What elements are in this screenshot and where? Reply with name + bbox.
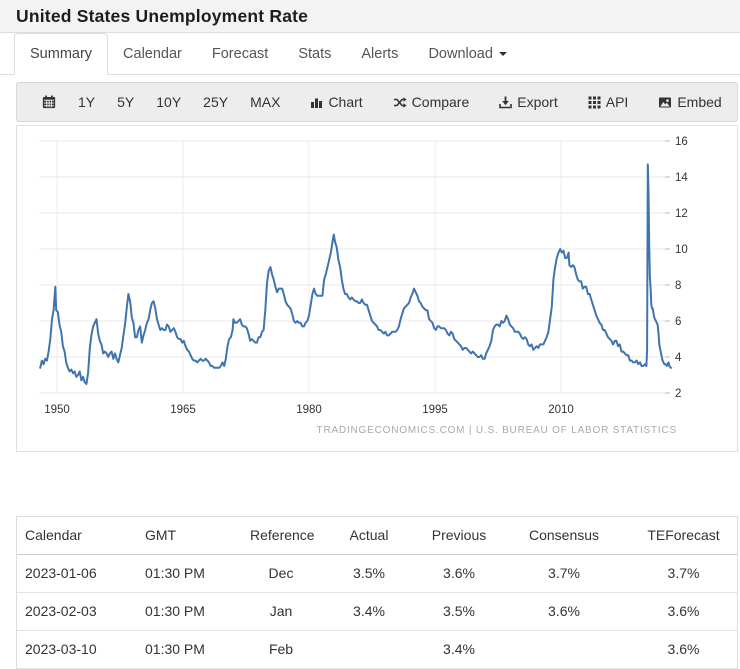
shuffle-icon xyxy=(393,96,407,108)
svg-text:2: 2 xyxy=(675,388,681,400)
export-label: Export xyxy=(517,94,558,110)
export-button[interactable]: Export xyxy=(488,94,568,110)
cell-consensus: 3.7% xyxy=(500,554,628,593)
grid-icon xyxy=(588,96,601,108)
tab-bar: Summary Calendar Forecast Stats Alerts D… xyxy=(0,33,740,75)
cell-actual: 3.5% xyxy=(320,554,418,593)
svg-text:1950: 1950 xyxy=(44,404,70,416)
cell-date: 2023-01-06 xyxy=(17,554,137,593)
api-button[interactable]: API xyxy=(577,94,640,110)
release-calendar-table: Calendar GMT Reference Actual Previous C… xyxy=(16,516,738,669)
cell-teforecast: 3.6% xyxy=(628,592,737,631)
range-10y-button[interactable]: 10Y xyxy=(156,94,182,110)
col-consensus: Consensus xyxy=(500,517,628,555)
col-previous: Previous xyxy=(418,517,500,555)
range-max-button[interactable]: MAX xyxy=(250,94,281,110)
cell-previous: 3.4% xyxy=(418,630,500,669)
tab-download[interactable]: Download xyxy=(413,33,522,74)
caret-down-icon xyxy=(498,51,507,56)
col-gmt: GMT xyxy=(137,517,242,555)
cell-gmt: 01:30 PM xyxy=(137,554,242,593)
range-5y-button[interactable]: 5Y xyxy=(117,94,135,110)
cell-previous: 3.5% xyxy=(418,592,500,631)
cell-gmt: 01:30 PM xyxy=(137,630,242,669)
range-25y-button[interactable]: 25Y xyxy=(203,94,229,110)
cell-consensus xyxy=(500,630,628,669)
svg-text:1965: 1965 xyxy=(170,404,196,416)
svg-text:6: 6 xyxy=(675,316,681,328)
table-row[interactable]: 2023-03-10 01:30 PM Feb 3.4% 3.6% xyxy=(17,630,737,669)
cell-actual xyxy=(320,630,418,669)
cell-teforecast: 3.6% xyxy=(628,630,737,669)
tab-forecast[interactable]: Forecast xyxy=(211,45,269,62)
svg-text:12: 12 xyxy=(675,208,688,220)
svg-text:16: 16 xyxy=(675,136,688,148)
table-header-row: Calendar GMT Reference Actual Previous C… xyxy=(17,517,737,555)
cell-consensus: 3.6% xyxy=(500,592,628,631)
unemployment-line-chart[interactable]: 2 4 6 8 10 12 14 16 1950 1965 1980 1995 2010 xyxy=(17,126,737,426)
col-calendar: Calendar xyxy=(17,517,137,555)
cell-reference: Dec xyxy=(242,554,320,593)
svg-text:8: 8 xyxy=(675,280,681,292)
col-actual: Actual xyxy=(320,517,418,555)
compare-button[interactable]: Compare xyxy=(382,94,481,110)
tab-calendar[interactable]: Calendar xyxy=(123,45,182,62)
compare-label: Compare xyxy=(411,94,470,110)
svg-text:4: 4 xyxy=(675,352,682,364)
cell-reference: Jan xyxy=(242,592,320,631)
table-row[interactable]: 2023-01-06 01:30 PM Dec 3.5% 3.6% 3.7% 3… xyxy=(17,554,737,593)
tab-download-label: Download xyxy=(428,45,493,62)
bar-chart-icon xyxy=(311,98,323,108)
table-row[interactable]: 2023-02-03 01:30 PM Jan 3.4% 3.5% 3.6% 3… xyxy=(17,592,737,631)
calendar-button[interactable] xyxy=(31,95,67,109)
chart-type-label: Chart xyxy=(328,94,363,110)
col-reference: Reference xyxy=(242,517,320,555)
col-teforecast: TEForecast xyxy=(628,517,737,555)
cell-date: 2023-03-10 xyxy=(17,630,137,669)
api-label: API xyxy=(605,94,629,110)
image-icon xyxy=(659,97,672,107)
cell-date: 2023-02-03 xyxy=(17,592,137,631)
chart-attribution: TRADINGECONOMICS.COM | U.S. BUREAU OF LA… xyxy=(316,425,677,436)
cell-actual: 3.4% xyxy=(320,592,418,631)
chart-type-button[interactable]: Chart xyxy=(299,94,373,110)
embed-button[interactable]: Embed xyxy=(647,94,732,110)
title-strip: United States Unemployment Rate xyxy=(0,0,740,33)
tab-stats[interactable]: Stats xyxy=(298,45,332,62)
cell-previous: 3.6% xyxy=(418,554,500,593)
cell-reference: Feb xyxy=(242,630,320,669)
svg-text:2010: 2010 xyxy=(548,404,574,416)
svg-text:10: 10 xyxy=(675,244,688,256)
svg-text:1980: 1980 xyxy=(296,404,322,416)
download-icon xyxy=(499,96,513,108)
range-1y-button[interactable]: 1Y xyxy=(78,94,96,110)
svg-text:1995: 1995 xyxy=(422,404,448,416)
chart-toolbar: 1Y 5Y 10Y 25Y MAX Chart Compare xyxy=(16,82,738,122)
embed-label: Embed xyxy=(677,94,722,110)
svg-text:14: 14 xyxy=(675,172,688,184)
calendar-icon xyxy=(42,95,56,109)
page-title: United States Unemployment Rate xyxy=(16,6,309,26)
chart-card: 2 4 6 8 10 12 14 16 1950 1965 1980 1995 2010 TRADING… xyxy=(16,125,738,452)
cell-teforecast: 3.7% xyxy=(628,554,737,593)
tab-alerts[interactable]: Alerts xyxy=(361,45,399,62)
cell-gmt: 01:30 PM xyxy=(137,592,242,631)
tab-summary[interactable]: Summary xyxy=(14,33,109,75)
